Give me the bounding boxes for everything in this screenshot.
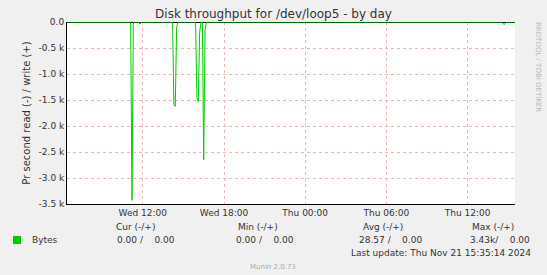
svg-text:0.00 / 0.00: 0.00 / 0.00 (117, 235, 175, 245)
svg-text:RRDTOOL / TOBI OETIKER: RRDTOOL / TOBI OETIKER (534, 22, 542, 112)
svg-text:Pr second read (-) / write (+): Pr second read (-) / write (+) (21, 41, 32, 184)
svg-text:-2.5 k: -2.5 k (39, 147, 65, 157)
svg-text:Thu 06:00: Thu 06:00 (363, 208, 410, 218)
svg-text:-3.5 k: -3.5 k (39, 199, 65, 209)
svg-text:-3.0 k: -3.0 k (39, 173, 65, 183)
svg-text:Munin 2.0.73: Munin 2.0.73 (250, 263, 296, 271)
svg-text:Disk throughput for /dev/loop5: Disk throughput for /dev/loop5 - by day (155, 7, 392, 21)
svg-text:-0.5 k: -0.5 k (39, 43, 65, 53)
svg-text:Max (-/+): Max (-/+) (472, 222, 514, 232)
svg-text:Cur (-/+): Cur (-/+) (116, 222, 155, 232)
svg-text:Wed 18:00: Wed 18:00 (200, 208, 249, 218)
svg-text:3.43k/ 0.00: 3.43k/ 0.00 (470, 235, 530, 245)
svg-text:-1.0 k: -1.0 k (39, 69, 65, 79)
svg-text:Thu 00:00: Thu 00:00 (281, 208, 328, 218)
svg-text:0.00 / 0.00: 0.00 / 0.00 (236, 235, 294, 245)
svg-text:Wed 12:00: Wed 12:00 (119, 208, 168, 218)
svg-text:Bytes: Bytes (32, 235, 58, 245)
svg-text:-2.0 k: -2.0 k (39, 121, 65, 131)
svg-text:Avg (-/+): Avg (-/+) (363, 222, 403, 232)
svg-text:-1.5 k: -1.5 k (39, 95, 65, 105)
svg-text:0.0: 0.0 (50, 17, 65, 27)
svg-text:Min (-/+): Min (-/+) (238, 222, 278, 232)
svg-text:Thu 12:00: Thu 12:00 (444, 208, 491, 218)
svg-text:28.57 / 0.00: 28.57 / 0.00 (359, 235, 422, 245)
svg-text:Last update: Thu Nov 21 15:35:: Last update: Thu Nov 21 15:35:14 2024 (351, 248, 531, 258)
